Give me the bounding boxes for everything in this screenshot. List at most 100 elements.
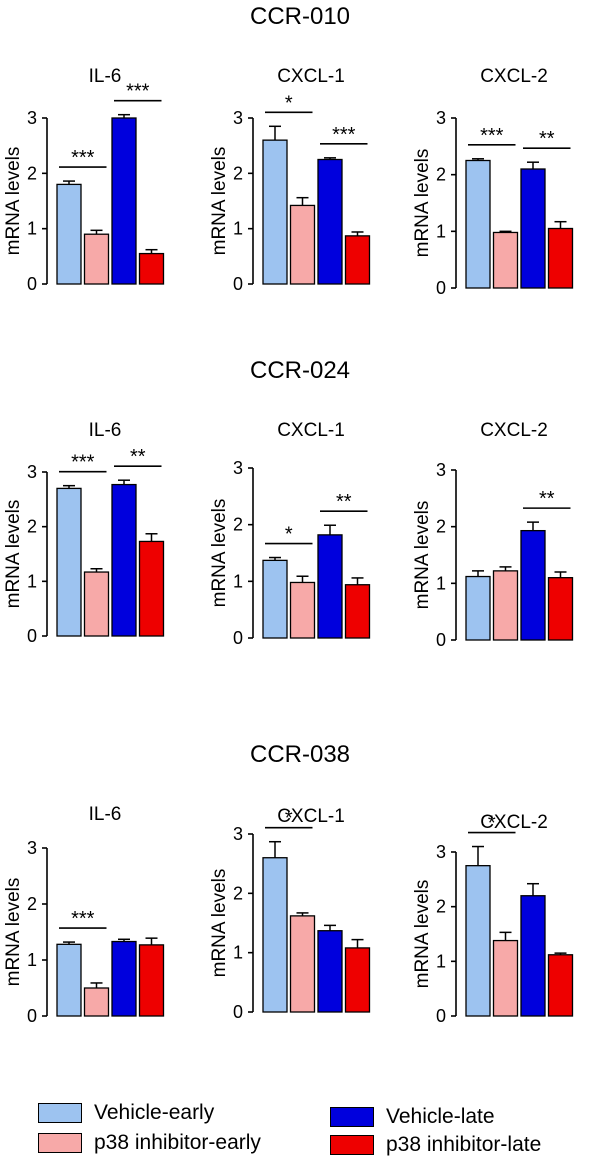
significance-label: * [285,92,293,114]
significance-label: *** [71,147,95,169]
bar [492,570,519,641]
bar [138,252,165,285]
y-tick-label: 0 [27,626,37,646]
y-tick-label: 0 [436,630,446,650]
panel-title: CXCL-2 [480,812,548,833]
legend-label: Vehicle-late [386,1105,495,1128]
significance-label: * [285,524,293,546]
bar [547,954,574,1017]
bar [344,947,371,1013]
y-tick-label: 2 [436,165,446,185]
bar [289,204,316,285]
panel-title: IL-6 [89,804,122,825]
legend-item-p38-early: p38 inhibitor-early [38,1130,261,1156]
bar [344,235,371,285]
y-tick-label: 0 [233,628,243,648]
significance-label: *** [480,125,504,147]
legend-swatch [38,1103,82,1123]
bar [111,117,137,285]
y-tick-label: 0 [233,1002,243,1022]
bar [83,987,110,1017]
legend-label: p38 inhibitor-late [386,1133,542,1156]
bar [138,540,165,637]
bar [547,227,574,289]
bar [317,158,343,285]
panel-title: CXCL-1 [277,420,345,441]
y-axis-label: mRNA levels [209,147,230,256]
legend-swatch [38,1133,82,1153]
bar-chart-panel: CXCL-1 mRNA levels 0 1 2 3 * [209,806,371,1022]
bar [56,183,82,285]
bar [56,487,82,637]
y-axis-label: mRNA levels [3,500,24,609]
significance-label: *** [71,908,95,930]
bar [289,915,316,1013]
bar [111,940,137,1017]
y-tick-label: 3 [436,460,446,480]
y-tick-label: 1 [233,219,243,239]
legend-item-p38-late: p38 inhibitor-late [330,1132,541,1158]
bar [520,168,546,289]
y-tick-label: 2 [436,897,446,917]
y-axis-label: mRNA levels [209,499,230,608]
y-tick-label: 2 [233,163,243,183]
y-tick-label: 3 [436,108,446,128]
y-tick-label: 0 [436,278,446,298]
panel-title: IL-6 [89,66,122,87]
y-tick-label: 3 [27,462,37,482]
legend-label: Vehicle-early [94,1101,215,1124]
bar [111,483,137,637]
significance-label: ** [539,128,555,150]
panel-title: CXCL-2 [480,66,548,87]
bar [547,577,574,641]
y-tick-label: 0 [27,274,37,294]
y-tick-label: 1 [233,943,243,963]
bar [56,943,82,1017]
y-tick-label: 1 [436,221,446,241]
panel-title: CXCL-1 [277,66,345,87]
y-tick-label: 3 [233,108,243,128]
y-axis-label: mRNA levels [3,147,24,256]
bar [262,139,288,285]
bar [520,895,546,1017]
bar [492,939,519,1017]
y-tick-label: 3 [27,108,37,128]
bar [317,534,343,639]
y-tick-label: 3 [233,824,243,844]
panel-title: IL-6 [89,420,122,441]
y-tick-label: 0 [233,274,243,294]
group-title: CCR-038 [250,741,350,768]
y-axis-label: mRNA levels [412,501,433,610]
bar [520,529,546,641]
y-tick-label: 2 [27,517,37,537]
bar [262,559,288,639]
significance-label: *** [332,124,356,146]
y-tick-label: 3 [233,458,243,478]
y-axis-label: mRNA levels [209,869,230,978]
bar [465,159,491,289]
significance-label: ** [130,446,146,468]
y-tick-label: 1 [436,573,446,593]
legend-swatch [330,1107,374,1127]
bar [465,865,491,1017]
significance-label: ** [336,491,352,513]
bar [344,584,371,639]
y-tick-label: 2 [436,517,446,537]
y-tick-label: 1 [27,571,37,591]
bar [492,231,519,289]
y-axis-label: mRNA levels [3,878,24,987]
significance-label: *** [126,81,150,103]
y-tick-label: 2 [27,163,37,183]
y-tick-label: 2 [233,515,243,535]
panel-title: CXCL-2 [480,420,548,441]
y-tick-label: 0 [436,1006,446,1026]
y-tick-label: 3 [436,842,446,862]
